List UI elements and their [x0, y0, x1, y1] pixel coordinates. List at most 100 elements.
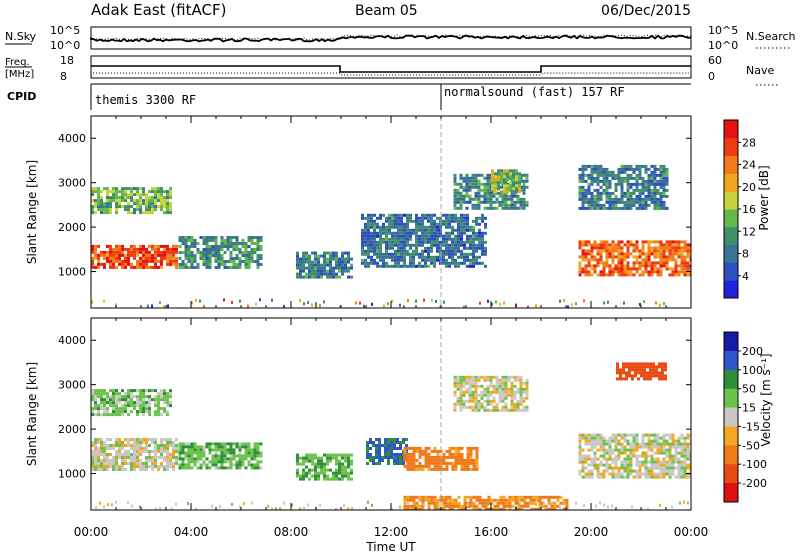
region-8-cell: [659, 466, 663, 470]
region-8-cell: [665, 463, 669, 467]
region-0-cell: [127, 444, 130, 447]
region-6-cell: [439, 498, 443, 502]
region-7-cell: [641, 270, 645, 274]
region-0-cell: [112, 250, 115, 254]
region-0-cell: [91, 456, 94, 459]
region-0-cell: [172, 244, 175, 248]
region-6-cell: [460, 504, 464, 508]
region-8-cell: [677, 457, 681, 461]
region-2-cell: [187, 442, 191, 446]
region-1-cell: [166, 190, 169, 194]
region-3-cell: [332, 477, 335, 481]
region-2-cell: [259, 257, 263, 260]
region-8-cell: [668, 469, 672, 473]
region-8-cell: [689, 475, 691, 479]
region-3-cell: [332, 251, 335, 255]
region-3-cell: [296, 257, 299, 261]
region-8-cell: [656, 206, 660, 210]
region-1-cell: [115, 392, 118, 396]
region-7-cell: [653, 249, 657, 253]
region-8-cell: [587, 206, 591, 210]
region-8-cell: [614, 454, 618, 458]
region-7-cell: [495, 405, 499, 409]
region-4-cell: [367, 213, 370, 217]
region-5-cell: [459, 173, 463, 177]
region-3-cell: [299, 474, 302, 478]
region-5-cell: [469, 452, 473, 456]
region-8-cell: [578, 176, 582, 180]
region-8-cell: [644, 182, 648, 186]
region-4-cell: [472, 234, 475, 238]
region-8-cell: [608, 206, 612, 210]
region-4-cell: [406, 249, 409, 253]
region-2-cell: [205, 254, 209, 257]
region-3-cell: [344, 459, 347, 463]
region-5-cell: [436, 455, 440, 459]
region-6-cell: [515, 169, 518, 173]
region-8-cell: [599, 475, 603, 479]
region-2-cell: [214, 239, 218, 242]
region-0-cell: [136, 438, 139, 441]
region-0-cell: [97, 441, 100, 444]
region-2-cell: [238, 260, 242, 263]
region-4-cell: [400, 258, 403, 262]
region-7-cell: [581, 240, 585, 244]
region-3-cell: [308, 275, 311, 279]
region-7-cell: [656, 255, 660, 259]
region-4-cell: [393, 456, 396, 459]
region-3-cell: [305, 260, 308, 264]
region-4-cell: [385, 255, 388, 259]
region-7-cell: [674, 240, 678, 244]
region-0-cell: [115, 250, 118, 254]
region-8-cell: [581, 460, 585, 464]
region-4-cell: [391, 243, 394, 247]
region-1-cell: [112, 187, 115, 191]
region-8-cell: [653, 179, 657, 183]
region-9-cell: [649, 374, 652, 378]
region-4-cell: [406, 219, 409, 223]
region-4-cell: [394, 225, 397, 229]
region-4-cell: [481, 249, 484, 253]
region-4-cell: [433, 258, 436, 262]
region-8-cell: [653, 436, 657, 440]
region-4-cell: [391, 255, 394, 259]
region-8-cell: [662, 469, 666, 473]
region-6-cell: [412, 504, 416, 508]
region-4-cell: [409, 231, 412, 235]
region-6-cell: [478, 501, 482, 505]
region-4-cell: [433, 237, 436, 241]
region-2-cell: [205, 251, 209, 254]
region-2-cell: [241, 254, 245, 257]
region-0-cell: [130, 265, 133, 269]
region-0-cell: [166, 453, 169, 456]
region-3-cell: [347, 462, 350, 466]
region-8-cell: [620, 451, 624, 455]
noise-cell: [611, 504, 613, 508]
region-3-cell: [320, 462, 323, 466]
region-5-cell: [418, 455, 422, 459]
region-4-cell: [469, 246, 472, 250]
region-4-cell: [484, 240, 487, 244]
region-5-cell: [466, 467, 470, 471]
region-0-cell: [133, 459, 136, 462]
region-7-cell: [456, 387, 460, 391]
region-2-cell: [241, 442, 245, 446]
region-4-cell: [400, 213, 403, 217]
region-7-cell: [683, 261, 687, 265]
region-4-cell: [396, 459, 399, 462]
region-7-cell: [674, 264, 678, 268]
region-7-cell: [584, 273, 588, 277]
region-6-cell: [515, 184, 518, 188]
region-1-cell: [115, 407, 118, 411]
region-6-cell: [502, 504, 506, 508]
region-1-cell: [91, 389, 94, 393]
region-3-cell: [338, 275, 341, 279]
region-8-cell: [611, 472, 615, 476]
region-4-cell: [394, 234, 397, 238]
region-2-cell: [190, 454, 194, 458]
region-2-cell: [205, 242, 209, 245]
region-4-cell: [393, 447, 396, 450]
region-8-cell: [578, 194, 582, 198]
region-6-cell: [472, 495, 476, 499]
region-8-cell: [638, 200, 642, 204]
